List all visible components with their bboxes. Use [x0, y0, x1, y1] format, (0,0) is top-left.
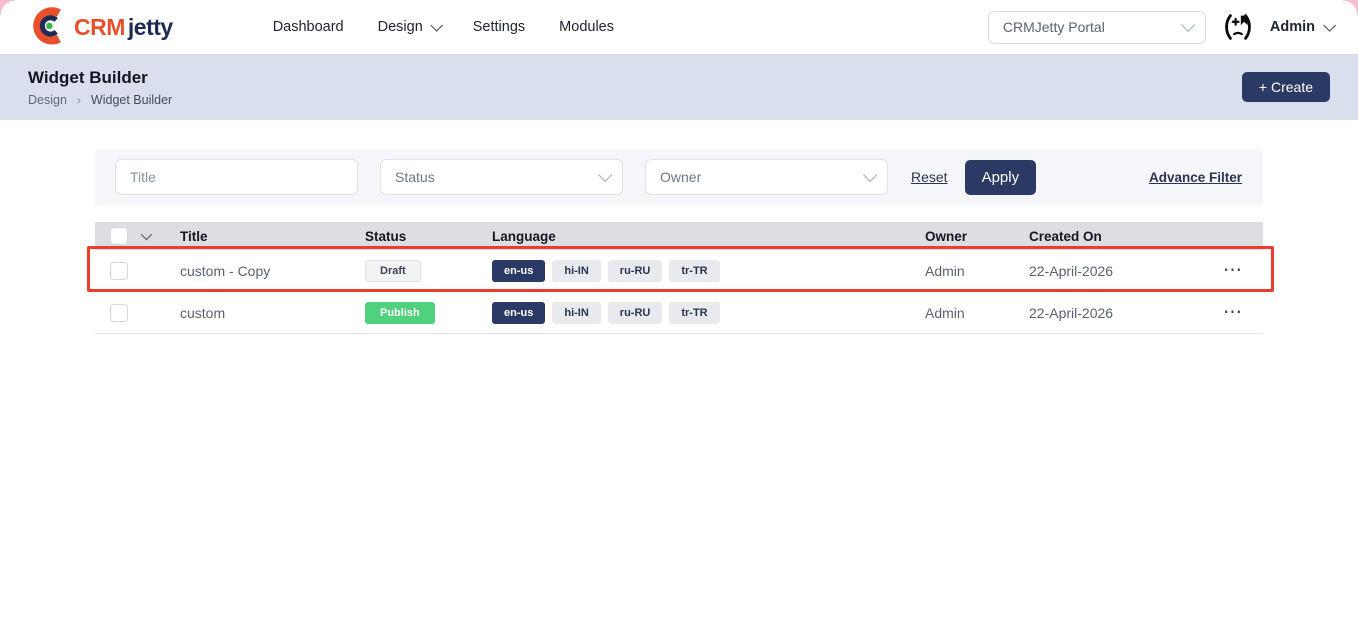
page-title: Widget Builder [28, 67, 148, 87]
nav-item-modules[interactable]: Modules [559, 19, 614, 35]
language-chip: tr-TR [669, 259, 720, 282]
main-nav: Dashboard Design Settings Modules [272, 18, 614, 35]
language-chip: en-us [492, 301, 546, 324]
breadcrumb-separator-icon: › [76, 92, 81, 107]
crmjetty-logo-icon [28, 5, 68, 50]
page-header: Widget Builder Design › Widget Builder +… [0, 54, 1358, 120]
row-created-on: 22-April-2026 [1029, 304, 1114, 321]
main-content: Status Owner Reset Apply Advance Filter … [0, 120, 1358, 334]
nav-item-design[interactable]: Design [378, 18, 443, 35]
nav-item-settings[interactable]: Settings [472, 19, 526, 35]
chevron-down-icon [430, 18, 443, 32]
select-dropdown-chevron-icon[interactable] [140, 228, 153, 241]
row-title: custom [180, 304, 226, 321]
language-chip: hi-IN [552, 301, 601, 324]
language-chip: tr-TR [669, 301, 720, 324]
column-header-owner: Owner [925, 228, 968, 244]
broken-image-avatar-icon [1225, 14, 1251, 40]
user-menu[interactable]: Admin [1270, 18, 1336, 35]
apply-button[interactable]: Apply [964, 159, 1037, 195]
chevron-down-icon [1180, 17, 1196, 32]
breadcrumb: Design › Widget Builder [28, 93, 172, 107]
advance-filter-link[interactable]: Advance Filter [1148, 169, 1242, 185]
language-chip: en-us [492, 259, 546, 282]
window-corner-artifact [0, 0, 15, 15]
chevron-down-icon [1323, 18, 1336, 32]
nav-item-dashboard[interactable]: Dashboard [272, 19, 344, 35]
widgets-table: Title Status Language Owner Created On c… [87, 222, 1274, 334]
language-chip: ru-RU [607, 259, 663, 282]
table-header-row: Title Status Language Owner Created On [95, 222, 1263, 250]
row-checkbox[interactable] [110, 303, 128, 322]
breadcrumb-current: Widget Builder [90, 92, 173, 107]
status-badge: Draft [365, 259, 421, 282]
top-navbar: CRM jetty Dashboard Design Settings Modul… [0, 0, 1358, 54]
language-chip: ru-RU [607, 301, 663, 324]
filter-bar: Status Owner Reset Apply Advance Filter [95, 149, 1263, 205]
column-header-status: Status [365, 228, 407, 244]
crmjetty-logo[interactable]: CRM jetty [28, 5, 173, 50]
column-header-created-on: Created On [1029, 228, 1102, 244]
logo-text: CRM jetty [74, 13, 173, 40]
row-checkbox[interactable] [110, 261, 128, 280]
language-chip: hi-IN [552, 259, 601, 282]
table-row: custom Publish en-us hi-IN ru-RU tr-TR Admi… [95, 292, 1263, 334]
row-owner: Admin [925, 304, 965, 321]
language-chips: en-us hi-IN ru-RU tr-TR [492, 301, 925, 324]
portal-select-value: CRMJetty Portal [1002, 19, 1105, 35]
window-corner-artifact [1343, 0, 1358, 15]
select-all-checkbox[interactable] [110, 227, 128, 245]
language-chips: en-us hi-IN ru-RU tr-TR [492, 259, 925, 282]
breadcrumb-design[interactable]: Design [28, 92, 67, 107]
table-row: custom - Copy Draft en-us hi-IN ru-RU tr-TR… [87, 246, 1274, 292]
table-body: custom - Copy Draft en-us hi-IN ru-RU tr-TR… [87, 246, 1274, 334]
row-title: custom - Copy [180, 262, 271, 279]
row-owner: Admin [925, 262, 965, 279]
row-created-on: 22-April-2026 [1029, 262, 1114, 279]
reset-link[interactable]: Reset [911, 169, 948, 185]
title-filter-input[interactable] [115, 159, 358, 195]
row-actions-menu[interactable]: ⋯ [1223, 301, 1243, 323]
column-header-title: Title [180, 228, 208, 244]
status-badge: Publish [365, 301, 435, 324]
status-filter-select[interactable]: Status [380, 159, 623, 195]
row-actions-menu[interactable]: ⋯ [1223, 259, 1243, 281]
chevron-down-icon [598, 167, 613, 182]
create-button[interactable]: + Create [1241, 72, 1330, 102]
owner-filter-select[interactable]: Owner [645, 159, 888, 195]
avatar[interactable] [1218, 8, 1257, 46]
column-header-language: Language [492, 228, 556, 244]
portal-select[interactable]: CRMJetty Portal [987, 10, 1206, 44]
chevron-down-icon [863, 167, 878, 182]
